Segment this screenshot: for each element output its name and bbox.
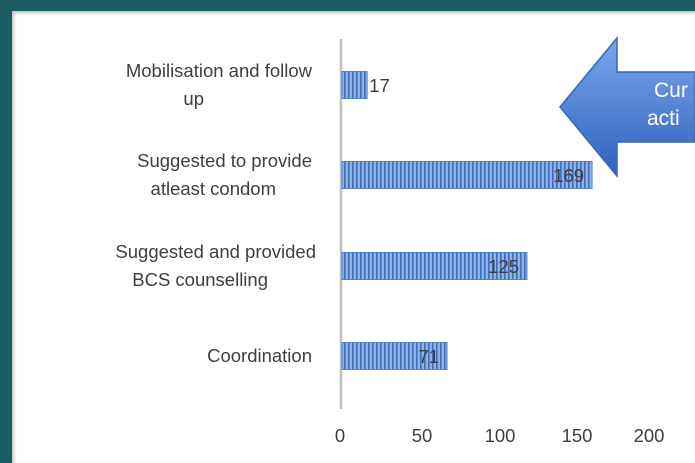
category-label-line: up bbox=[183, 88, 204, 109]
chart-panel: 17 169 125 71 Cur acti Mobilisation and fol… bbox=[12, 11, 695, 463]
category-label-2: Suggested and provided BCS counselling bbox=[16, 238, 316, 294]
category-label-line: atleast condom bbox=[150, 178, 276, 199]
callout-line-2: acti bbox=[647, 107, 680, 130]
callout-line-1: Cur bbox=[654, 79, 688, 102]
bar-value-label-0: 17 bbox=[369, 75, 390, 96]
x-tick-label-3: 150 bbox=[561, 425, 593, 446]
bar-0 bbox=[341, 71, 368, 99]
category-label-line: Suggested and provided bbox=[115, 241, 316, 262]
x-tick-label-0: 0 bbox=[334, 425, 346, 446]
x-tick-label-4: 200 bbox=[633, 425, 665, 446]
category-label-line: BCS counselling bbox=[132, 269, 268, 290]
bar-value-label-1: 169 bbox=[553, 165, 584, 186]
bar-value-label-2: 125 bbox=[488, 256, 519, 277]
category-label-0: Mobilisation and follow up bbox=[12, 57, 312, 113]
bar-2 bbox=[341, 252, 528, 280]
x-tick-label-1: 50 bbox=[411, 425, 433, 446]
category-label-line: Coordination bbox=[207, 345, 312, 366]
x-tick-label-2: 100 bbox=[484, 425, 516, 446]
bar-value-label-3: 71 bbox=[419, 346, 440, 367]
category-label-line: Mobilisation and follow bbox=[125, 60, 312, 81]
category-label-3: Coordination bbox=[12, 342, 312, 370]
callout-arrow: Cur acti bbox=[559, 35, 695, 179]
category-label-1: Suggested to provide atleast condom bbox=[12, 147, 312, 203]
chart-svg: 17 169 125 71 Cur acti bbox=[339, 35, 695, 409]
bar-3 bbox=[341, 342, 448, 370]
category-label-line: Suggested to provide bbox=[137, 150, 312, 171]
bar-1 bbox=[341, 161, 593, 189]
